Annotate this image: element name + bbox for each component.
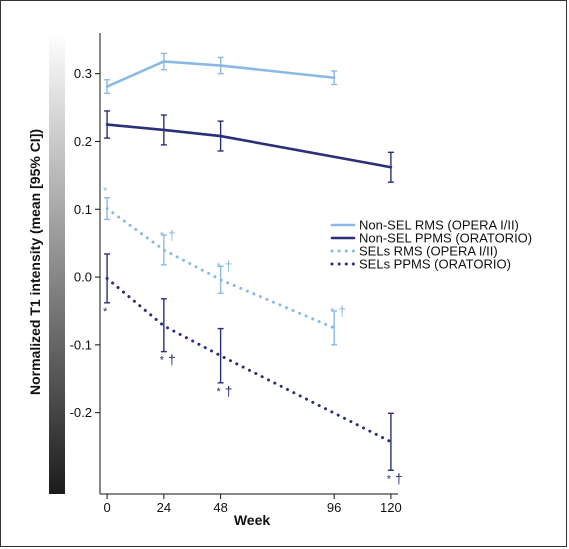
- significance-dagger: †: [225, 383, 233, 399]
- significance-asterisk: *: [330, 306, 335, 318]
- x-tick-label: 96: [327, 500, 341, 515]
- y-axis-title: Normalized T1 intensity (mean [95% CI]): [27, 129, 43, 395]
- legend-label-4: SELs PPMS (ORATORIO): [359, 257, 511, 272]
- series-line-1: [105, 60, 336, 88]
- significance-asterisk: *: [160, 230, 165, 242]
- colorbar: [49, 33, 65, 494]
- series-line-3: [105, 207, 336, 330]
- y-tick-label: 0.1: [74, 202, 92, 217]
- significance-dagger: †: [395, 470, 403, 486]
- significance-asterisk: *: [216, 261, 221, 273]
- x-tick-label: 0: [103, 500, 110, 515]
- significance-dagger: †: [168, 227, 176, 243]
- significance-asterisk: *: [103, 186, 108, 198]
- significance-asterisk: *: [103, 306, 108, 318]
- y-tick-label: 0.3: [74, 66, 92, 81]
- significance-asterisk: *: [216, 386, 221, 398]
- y-tick-label: -0.2: [70, 405, 92, 420]
- x-axis-title: Week: [234, 512, 271, 528]
- significance-dagger: †: [225, 258, 233, 274]
- y-tick-label: 0.2: [74, 134, 92, 149]
- significance-dagger: †: [168, 352, 176, 368]
- x-tick-label: 24: [157, 500, 171, 515]
- significance-asterisk: *: [160, 355, 165, 367]
- x-tick-label: 48: [213, 500, 227, 515]
- legend-label-2: Non-SEL PPMS (ORATORIO): [359, 231, 532, 246]
- significance-asterisk: *: [387, 473, 392, 485]
- legend-label-3: SELs RMS (OPERA I/II): [359, 244, 498, 259]
- x-tick-label: 120: [380, 500, 402, 515]
- series-line-2: [105, 123, 393, 169]
- y-tick-label: 0.0: [74, 270, 92, 285]
- series-line-4: [105, 276, 393, 444]
- y-tick-label: -0.1: [70, 337, 92, 352]
- significance-dagger: †: [338, 303, 346, 319]
- legend-label-1: Non-SEL RMS (OPERA I/II): [359, 218, 519, 233]
